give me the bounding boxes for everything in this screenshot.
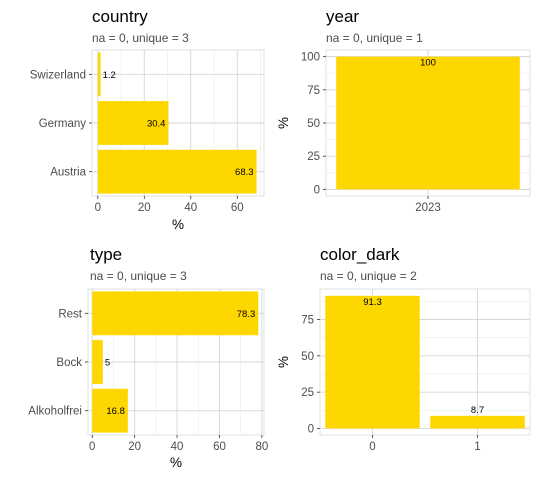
country-x-tick-label: 40 bbox=[184, 202, 197, 214]
type-bar bbox=[92, 291, 259, 336]
color-dark-y-tick-label: 0 bbox=[308, 423, 314, 435]
country-x-axis-title: % bbox=[172, 217, 184, 232]
year-bar bbox=[336, 56, 520, 190]
country-category-label: Austria bbox=[50, 167, 86, 179]
country-data-label: 1.2 bbox=[103, 70, 116, 81]
country-data-label: 30.4 bbox=[147, 119, 166, 130]
color-dark-y-axis-title: % bbox=[276, 356, 291, 368]
country-data-label: 68.3 bbox=[235, 167, 254, 178]
color-dark-chart-subtitle: na = 0, unique = 2 bbox=[320, 269, 417, 283]
year-y-tick-label: 75 bbox=[307, 85, 320, 97]
country-chart-subtitle: na = 0, unique = 3 bbox=[92, 31, 189, 45]
type-category-label: Rest bbox=[58, 308, 82, 320]
country-bar bbox=[97, 52, 101, 97]
type-data-label: 78.3 bbox=[237, 309, 256, 320]
country-category-label: Swizerland bbox=[30, 69, 86, 81]
color-dark-data-label: 91.3 bbox=[363, 297, 382, 308]
year-category-label: 2023 bbox=[415, 202, 441, 214]
country-bar bbox=[97, 149, 257, 194]
year-data-label: 100 bbox=[420, 58, 436, 69]
color-dark-bar bbox=[325, 295, 420, 429]
color-dark-category-label: 0 bbox=[369, 441, 375, 453]
type-x-tick-label: 0 bbox=[89, 441, 95, 453]
type-x-tick-label: 80 bbox=[255, 441, 268, 453]
year-y-tick-label: 25 bbox=[307, 151, 320, 163]
year-y-tick-label: 0 bbox=[314, 184, 320, 196]
type-data-label: 16.8 bbox=[106, 406, 125, 417]
type-chart-subtitle: na = 0, unique = 3 bbox=[90, 269, 187, 283]
year-chart-subtitle: na = 0, unique = 1 bbox=[326, 31, 423, 45]
color-dark-data-label: 8.7 bbox=[471, 405, 484, 416]
year-chart-title: year bbox=[326, 7, 360, 26]
type-category-label: Bock bbox=[56, 357, 82, 369]
country-x-tick-label: 60 bbox=[231, 202, 244, 214]
type-bar bbox=[92, 388, 128, 433]
type-x-tick-label: 60 bbox=[213, 441, 226, 453]
type-bar bbox=[92, 340, 103, 384]
color-dark-y-tick-label: 50 bbox=[301, 351, 314, 363]
type-chart-title: type bbox=[90, 245, 123, 264]
year-y-axis-title: % bbox=[276, 117, 291, 129]
year-y-tick-label: 100 bbox=[301, 52, 320, 64]
color-dark-category-label: 1 bbox=[474, 441, 480, 453]
country-x-tick-label: 20 bbox=[138, 202, 151, 214]
type-x-tick-label: 40 bbox=[171, 441, 184, 453]
country-category-label: Germany bbox=[39, 118, 87, 130]
country-x-tick-label: 0 bbox=[95, 202, 101, 214]
color-dark-bar bbox=[430, 415, 525, 429]
type-x-tick-label: 20 bbox=[128, 441, 141, 453]
color-dark-y-tick-label: 75 bbox=[301, 315, 314, 327]
country-bar bbox=[97, 101, 169, 145]
country-chart-title: country bbox=[92, 7, 148, 26]
color-dark-y-tick-label: 25 bbox=[301, 387, 314, 399]
type-category-label: Alkoholfrei bbox=[28, 406, 82, 418]
type-x-axis-title: % bbox=[170, 455, 182, 470]
color-dark-chart-title: color_dark bbox=[320, 245, 400, 264]
year-y-tick-label: 50 bbox=[307, 118, 320, 130]
type-data-label: 5 bbox=[105, 358, 110, 369]
